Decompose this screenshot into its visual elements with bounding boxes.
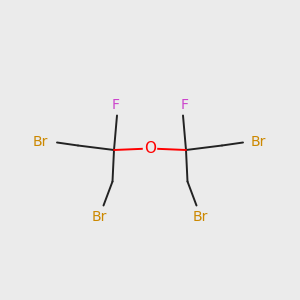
Text: O: O [144,141,156,156]
Text: F: F [181,98,188,112]
Text: Br: Br [33,136,48,149]
Text: Br: Br [193,210,208,224]
Text: Br: Br [91,210,107,224]
Text: Br: Br [251,136,266,149]
Text: F: F [112,98,119,112]
